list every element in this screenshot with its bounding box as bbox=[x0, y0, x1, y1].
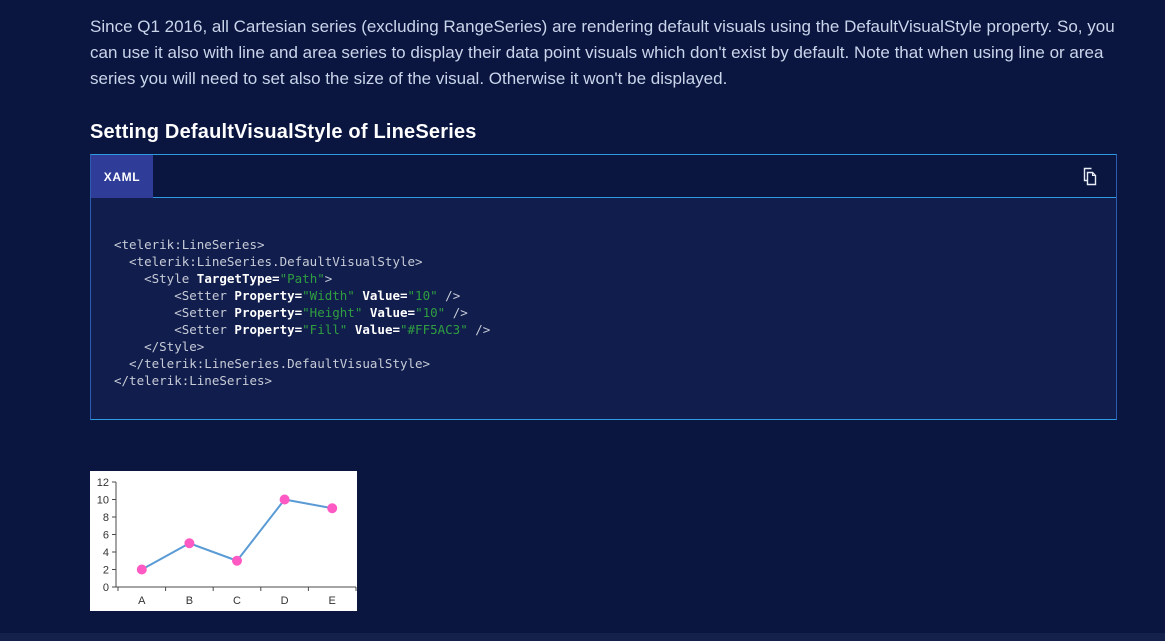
code-line: <telerik:LineSeries> bbox=[114, 237, 265, 252]
code-line: <Setter Property="Fill" Value="#FF5AC3" … bbox=[114, 322, 491, 337]
intro-paragraph: Since Q1 2016, all Cartesian series (exc… bbox=[90, 17, 1115, 88]
tab-xaml[interactable]: XAML bbox=[91, 155, 153, 198]
svg-text:12: 12 bbox=[97, 477, 109, 489]
code-tabbar: XAML bbox=[91, 155, 1116, 198]
line-chart: 0 2 4 6 8 10 12 A B C D E bbox=[90, 471, 357, 611]
code-widget: XAML <telerik:LineSeries> <telerik:LineS… bbox=[90, 154, 1117, 420]
svg-text:0: 0 bbox=[103, 582, 109, 594]
main-content: Since Q1 2016, all Cartesian series (exc… bbox=[90, 0, 1117, 611]
code-content: <telerik:LineSeries> <telerik:LineSeries… bbox=[91, 198, 1116, 419]
section-heading: Setting DefaultVisualStyle of LineSeries bbox=[90, 121, 477, 143]
svg-text:8: 8 bbox=[103, 512, 109, 524]
code-line: </telerik:LineSeries> bbox=[114, 373, 273, 388]
code-line: <Style TargetType="Path"> bbox=[114, 271, 333, 286]
svg-text:E: E bbox=[329, 595, 336, 607]
code-line: <Setter Property="Height" Value="10" /> bbox=[114, 305, 468, 320]
svg-text:B: B bbox=[186, 595, 193, 607]
svg-text:10: 10 bbox=[97, 495, 109, 507]
chart-panel: 0 2 4 6 8 10 12 A B C D E bbox=[90, 471, 357, 611]
copy-button[interactable] bbox=[1079, 165, 1100, 188]
code-tabbar-spacer bbox=[153, 155, 1116, 198]
svg-text:6: 6 bbox=[103, 530, 109, 542]
code-line: <telerik:LineSeries.DefaultVisualStyle> bbox=[114, 254, 423, 269]
svg-text:4: 4 bbox=[103, 547, 109, 559]
svg-text:C: C bbox=[233, 595, 241, 607]
svg-text:2: 2 bbox=[103, 565, 109, 577]
code-line: <Setter Property="Width" Value="10" /> bbox=[114, 288, 461, 303]
footer-strip bbox=[0, 633, 1165, 641]
code-line: </Style> bbox=[114, 339, 205, 354]
copy-icon bbox=[1083, 167, 1097, 185]
svg-text:D: D bbox=[281, 595, 289, 607]
code-line: </telerik:LineSeries.DefaultVisualStyle> bbox=[114, 356, 431, 371]
svg-text:A: A bbox=[138, 595, 146, 607]
